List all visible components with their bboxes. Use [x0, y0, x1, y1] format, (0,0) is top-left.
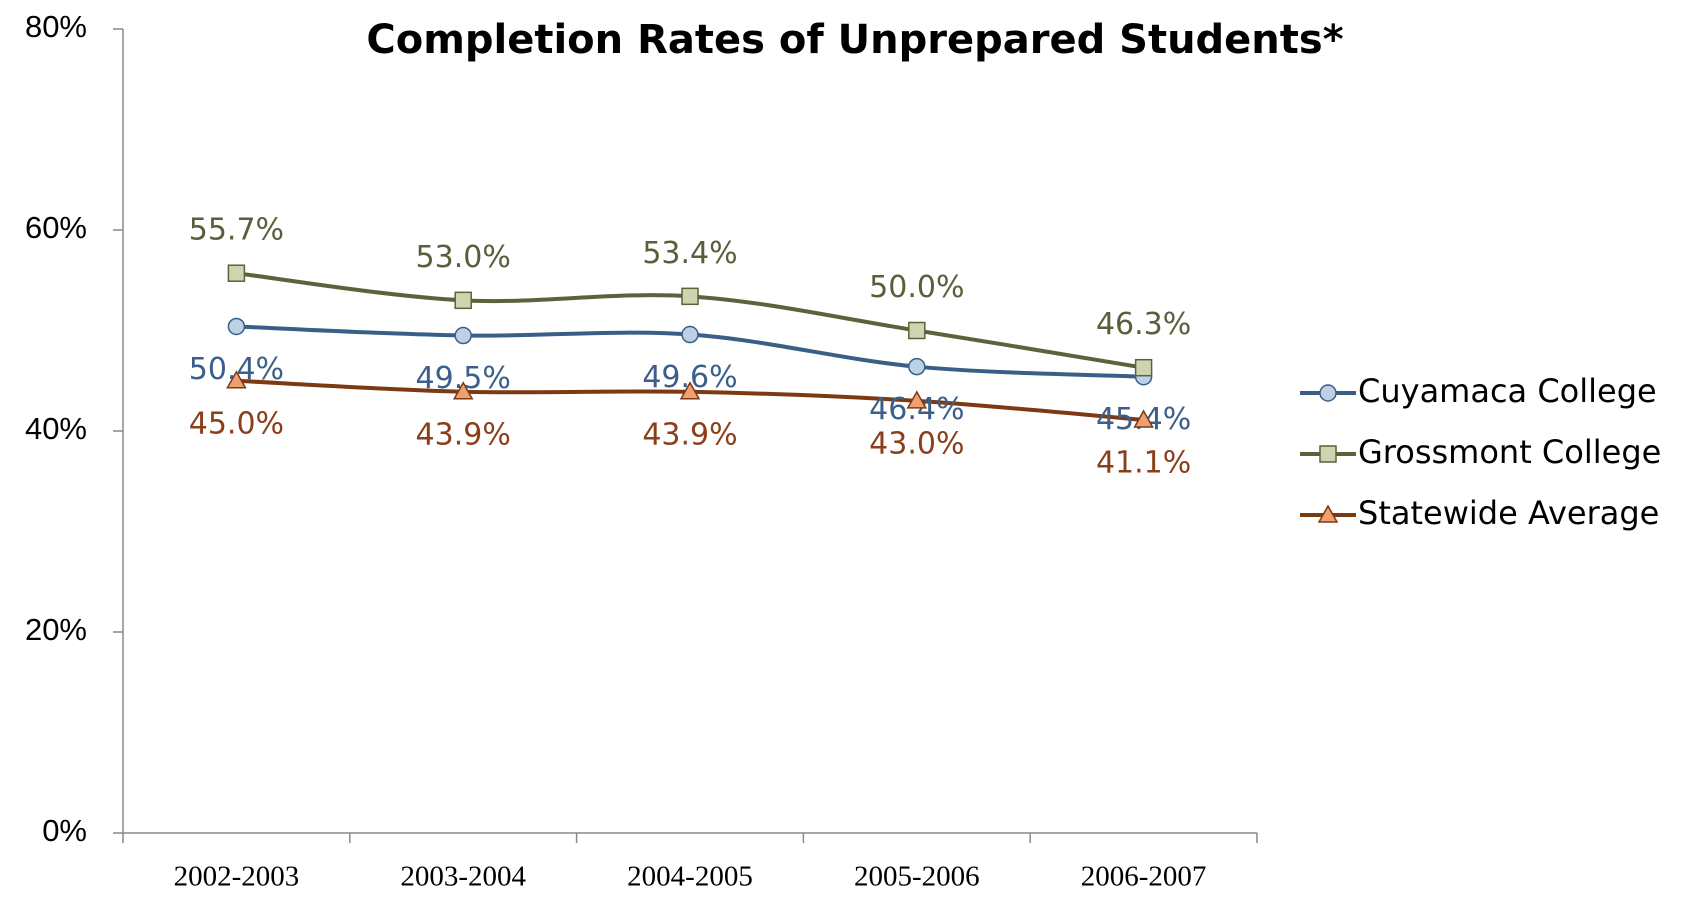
- data-label: 55.7%: [189, 213, 284, 248]
- data-label: 43.9%: [416, 417, 511, 452]
- x-tick-label: 2002-2003: [174, 861, 300, 893]
- y-tick-label: 80%: [25, 9, 87, 44]
- data-point: [454, 291, 472, 310]
- legend-label: Grossmont College: [1358, 433, 1661, 471]
- data-label: 45.0%: [189, 406, 284, 441]
- series-line: [236, 271, 1144, 370]
- data-label: 46.3%: [1096, 307, 1191, 342]
- data-point: [227, 264, 246, 282]
- x-tick-label: 2006-2007: [1081, 861, 1207, 893]
- legend-marker: [1319, 384, 1337, 402]
- data-point: [908, 321, 926, 340]
- data-point: [452, 381, 474, 400]
- y-tick-label: 0%: [42, 813, 87, 848]
- chart-title: Completion Rates of Unprepared Students*: [366, 17, 1343, 63]
- y-tick-label: 20%: [25, 612, 87, 647]
- data-point: [1133, 409, 1154, 428]
- legend-marker: [1319, 445, 1337, 463]
- data-label: 53.0%: [416, 240, 511, 275]
- y-tick-label: 60%: [25, 210, 87, 245]
- data-point: [681, 287, 699, 306]
- legend-label: Statewide Average: [1358, 494, 1659, 532]
- data-label: 53.4%: [642, 236, 737, 271]
- x-tick-label: 2004-2005: [627, 861, 753, 893]
- data-label: 43.9%: [642, 417, 737, 452]
- data-point: [454, 326, 472, 345]
- data-point: [908, 357, 926, 376]
- x-tick-label: 2005-2006: [854, 861, 980, 893]
- data-point: [226, 370, 247, 389]
- y-tick-label: 40%: [25, 411, 87, 446]
- data-label: 50.0%: [869, 270, 964, 305]
- data-label: 41.1%: [1096, 445, 1191, 480]
- data-point: [679, 381, 701, 400]
- legend-label: Cuyamaca College: [1358, 372, 1657, 410]
- data-point: [1134, 358, 1153, 377]
- legend-marker: [1317, 504, 1339, 523]
- data-point: [227, 317, 246, 336]
- data-label: 43.0%: [869, 426, 964, 461]
- data-point: [681, 325, 699, 344]
- x-tick-label: 2003-2004: [400, 861, 526, 893]
- data-point: [906, 390, 928, 409]
